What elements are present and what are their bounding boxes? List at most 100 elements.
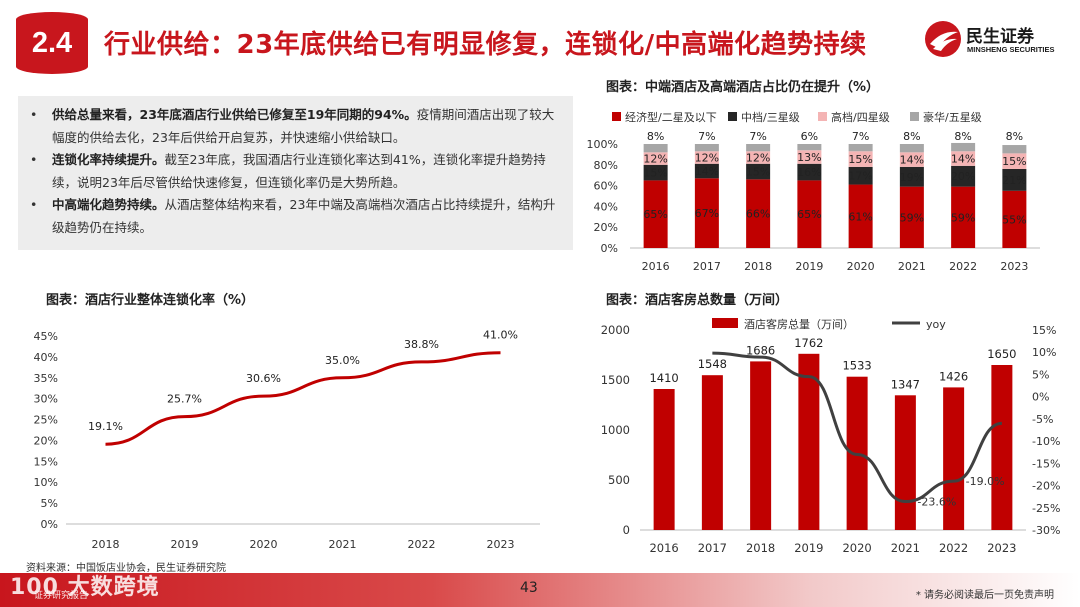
- y-right-tick-label: -25%: [1032, 502, 1060, 515]
- chain-rate-chart: 0% 5% 10% 15% 20% 25% 30% 35% 40% 45% 19.1% 2018 25.…: [34, 329, 540, 551]
- y-right-tick-label: 0%: [1032, 391, 1049, 404]
- bar-seg-3-2023: [1002, 153, 1027, 169]
- bar-2017: [701, 375, 723, 530]
- legend-swatch-2: [728, 112, 737, 121]
- data-label-1-2019: 65%: [797, 208, 821, 221]
- x-tick-label: 2021: [898, 260, 926, 273]
- data-label-2-2021: 19%: [900, 171, 924, 184]
- bar-2016: [653, 389, 675, 530]
- bar-seg-3-2017: [694, 151, 719, 164]
- data-label-3-2023: 15%: [1002, 155, 1026, 168]
- bar-seg-3-2018: [746, 151, 771, 164]
- data-label-1-2021: 59%: [900, 211, 924, 224]
- y-left-tick-label: 0: [623, 523, 630, 537]
- data-label-3-2022: 14%: [951, 153, 975, 166]
- bullet-chain-rate: 连锁化率持续提升。截至23年底，我国酒店行业连锁化率达到41%，连锁化率提升趋势…: [30, 149, 563, 194]
- footer-bar: [0, 573, 1080, 607]
- legend-label-4: 豪华/五星级: [923, 110, 982, 124]
- data-label-3-2021: 14%: [900, 154, 924, 167]
- bar-seg-2-2023: [1002, 168, 1027, 191]
- bullet-upscale: 中高端化趋势持续。从酒店整体结构来看，23年中端及高端档次酒店占比持续提升，结构…: [30, 194, 563, 239]
- y-left-tick-label: 500: [608, 473, 630, 487]
- legend-label-yoy: yoy: [926, 318, 946, 331]
- bar-seg-3-2019: [797, 150, 822, 164]
- bar-seg-1-2016: [643, 180, 668, 248]
- legend-label-1: 经济型/二星及以下: [625, 110, 717, 124]
- chain-rate-line: [105, 351, 501, 446]
- bar-seg-2-2022: [951, 165, 976, 187]
- bar-seg-4-2016: [643, 144, 668, 153]
- y-right-tick-label: 15%: [1032, 324, 1056, 337]
- source-note: 资料来源：中国饭店业协会，民生证券研究院: [26, 563, 226, 574]
- data-label-2-2020: 17%: [848, 170, 872, 183]
- data-label-2020: 30.6%: [246, 372, 281, 385]
- y-left-tick-label: 2000: [601, 323, 630, 337]
- data-label-1-2022: 59%: [951, 211, 975, 224]
- bar-2023: [991, 365, 1013, 530]
- minsheng-logo-icon: [925, 21, 961, 57]
- y-tick-label: 0%: [601, 242, 618, 255]
- x-tick-label: 2022: [939, 541, 968, 555]
- data-label-4-2021: 8%: [903, 130, 920, 143]
- legend-label-3: 高档/四星级: [831, 110, 890, 124]
- x-tick-label: 2023: [487, 538, 515, 551]
- data-label-4-2022: 8%: [954, 130, 971, 143]
- bar-label-2018: 1686: [746, 343, 775, 357]
- legend-label-2: 中档/三星级: [741, 110, 800, 124]
- bar-label-2019: 1762: [794, 336, 823, 350]
- bar-seg-1-2017: [694, 178, 719, 248]
- bar-label-2016: 1410: [649, 371, 678, 385]
- y-tick-label: 60%: [594, 180, 618, 193]
- x-tick-label: 2020: [842, 541, 871, 555]
- stacked-share-chart: 经济型/二星及以下 中档/三星级 高档/四星级 豪华/五星级 0% 20% 40% 60% 80…: [587, 110, 1040, 273]
- bar-2021: [894, 395, 916, 530]
- bar-seg-2-2021: [899, 166, 924, 187]
- x-tick-label: 2019: [794, 541, 823, 555]
- bar-seg-2-2020: [848, 166, 873, 185]
- x-tick-label: 2016: [642, 260, 670, 273]
- chart1-title: 图表：中端酒店及高端酒店占比仍在提升（%）: [606, 80, 880, 95]
- bar-seg-1-2022: [951, 186, 976, 248]
- data-label-3-2020: 15%: [848, 153, 872, 166]
- y-right-tick-label: 10%: [1032, 346, 1056, 359]
- logo-english-name: MINSHENG SECURITIES: [967, 45, 1055, 54]
- y-right-tick-label: -10%: [1032, 435, 1060, 448]
- x-tick-label: 2018: [92, 538, 120, 551]
- bar-seg-4-2020: [848, 144, 873, 152]
- data-label-2-2018: 15%: [746, 166, 770, 179]
- y-tick-label: 100%: [587, 138, 618, 151]
- data-label-2018: 19.1%: [88, 420, 123, 433]
- data-label-2022: 38.8%: [404, 338, 439, 351]
- bar-2018: [750, 361, 772, 530]
- bar-seg-2-2016: [643, 164, 668, 181]
- data-label-4-2017: 7%: [698, 130, 715, 143]
- data-label-2023: 41.0%: [483, 329, 518, 342]
- x-tick-label: 2020: [250, 538, 278, 551]
- page-title: 行业供给：23年底供给已有明显修复，连锁化/中高端化趋势持续: [104, 30, 867, 60]
- y-tick-label: 0%: [41, 518, 58, 531]
- bar-seg-4-2019: [797, 144, 822, 151]
- disclaimer-note: * 请务必阅读最后一页免责声明: [915, 590, 1054, 601]
- data-label-4-2023: 8%: [1006, 130, 1023, 143]
- data-label-1-2018: 66%: [746, 208, 770, 221]
- y-tick-label: 45%: [34, 330, 58, 343]
- bar-label-2023: 1650: [987, 347, 1016, 361]
- bar-seg-4-2022: [951, 142, 976, 152]
- legend-swatch-1: [612, 112, 621, 121]
- section-badge: 2.4: [16, 12, 88, 74]
- bar-seg-1-2018: [746, 179, 771, 248]
- y-tick-label: 10%: [34, 476, 58, 489]
- bar-seg-2-2018: [746, 163, 771, 180]
- bar-seg-3-2022: [951, 151, 976, 166]
- y-tick-label: 20%: [594, 221, 618, 234]
- legend-swatch-4: [910, 112, 919, 121]
- bar-seg-1-2020: [848, 184, 873, 248]
- y-right-tick-label: -5%: [1032, 413, 1053, 426]
- bar-seg-3-2021: [899, 152, 924, 167]
- x-tick-label: 2021: [329, 538, 357, 551]
- data-label-1-2016: 65%: [643, 208, 667, 221]
- bullet-supply: 供给总量来看，23年底酒店行业供给已修复至19年同期的94%。疫情期间酒店出现了…: [30, 104, 563, 149]
- summary-box: 供给总量来看，23年底酒店行业供给已修复至19年同期的94%。疫情期间酒店出现了…: [18, 96, 573, 250]
- x-tick-label: 2023: [987, 541, 1016, 555]
- y-left-tick-label: 1500: [601, 373, 630, 387]
